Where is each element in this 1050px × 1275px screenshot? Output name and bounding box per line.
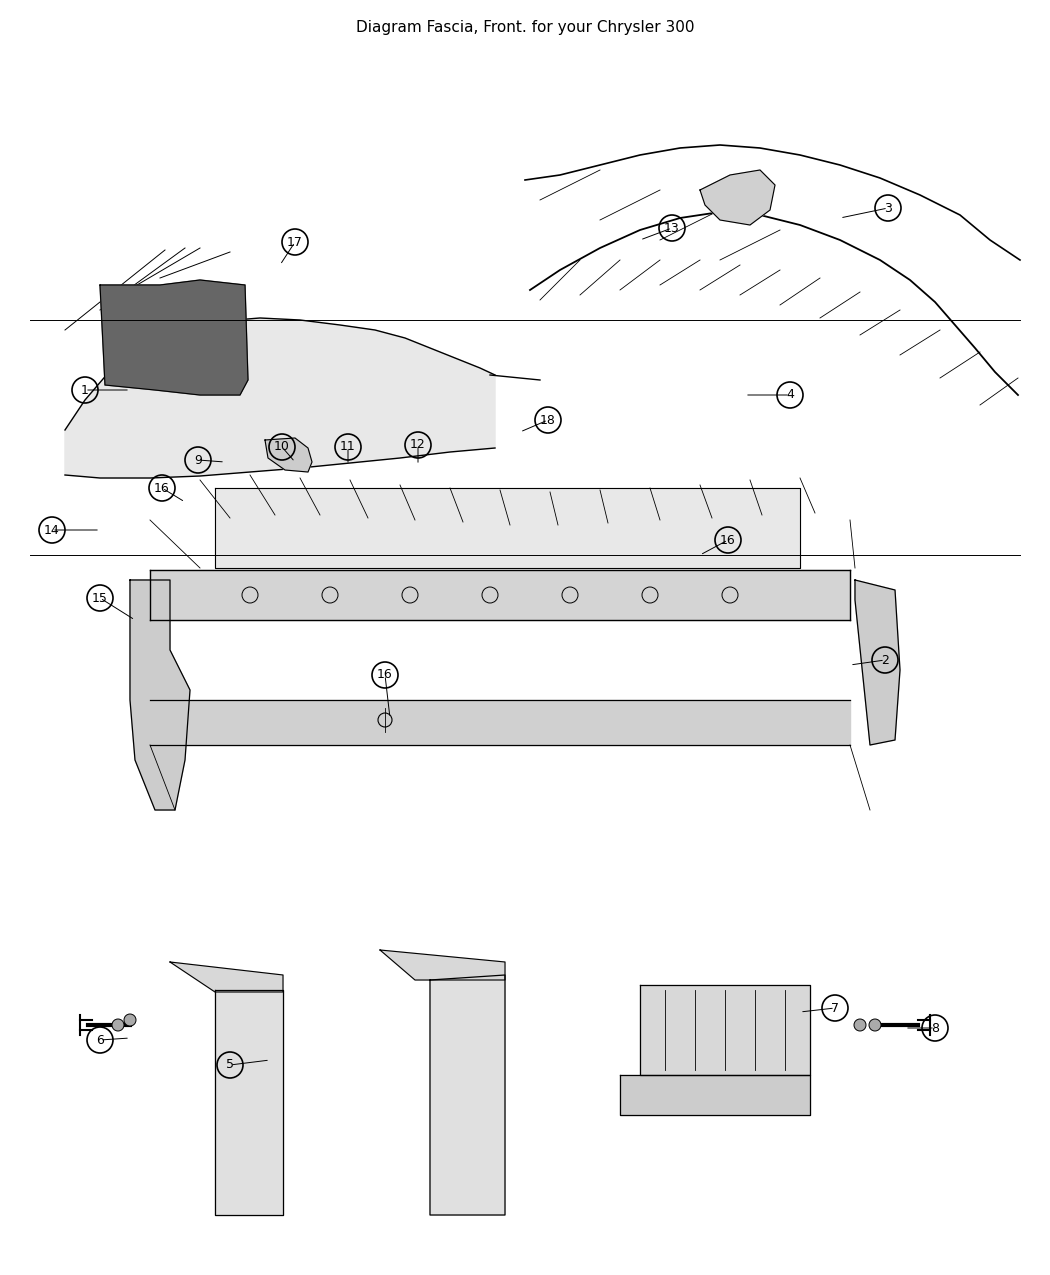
Polygon shape: [215, 488, 800, 567]
Polygon shape: [150, 570, 850, 620]
Text: 2: 2: [881, 654, 889, 667]
Circle shape: [854, 1019, 866, 1031]
Text: 15: 15: [92, 592, 108, 604]
Polygon shape: [130, 580, 190, 810]
Polygon shape: [150, 700, 850, 745]
Polygon shape: [265, 439, 312, 472]
Polygon shape: [100, 280, 248, 395]
Text: 3: 3: [884, 201, 891, 214]
Text: 17: 17: [287, 236, 303, 249]
Polygon shape: [170, 963, 284, 992]
Text: 8: 8: [931, 1021, 939, 1034]
Text: 9: 9: [194, 454, 202, 467]
Text: 16: 16: [377, 668, 393, 682]
Text: 5: 5: [226, 1058, 234, 1071]
Text: 1: 1: [81, 384, 89, 397]
Text: 18: 18: [540, 413, 555, 427]
Polygon shape: [430, 975, 505, 1215]
Text: 11: 11: [340, 440, 356, 454]
Text: 10: 10: [274, 440, 290, 454]
Polygon shape: [640, 986, 810, 1075]
Circle shape: [112, 1019, 124, 1031]
Text: 7: 7: [831, 1001, 839, 1015]
Polygon shape: [380, 950, 505, 980]
Text: 13: 13: [664, 222, 680, 235]
Polygon shape: [620, 1075, 810, 1116]
Polygon shape: [215, 989, 284, 1215]
Text: 4: 4: [786, 389, 794, 402]
Circle shape: [869, 1019, 881, 1031]
Circle shape: [124, 1014, 136, 1026]
Text: 12: 12: [411, 439, 426, 451]
Text: 14: 14: [44, 524, 60, 537]
Text: 6: 6: [96, 1034, 104, 1047]
Text: Diagram Fascia, Front. for your Chrysler 300: Diagram Fascia, Front. for your Chrysler…: [356, 20, 694, 34]
Polygon shape: [65, 317, 495, 478]
Polygon shape: [855, 580, 900, 745]
Text: 16: 16: [720, 533, 736, 547]
Polygon shape: [700, 170, 775, 224]
Text: 16: 16: [154, 482, 170, 495]
